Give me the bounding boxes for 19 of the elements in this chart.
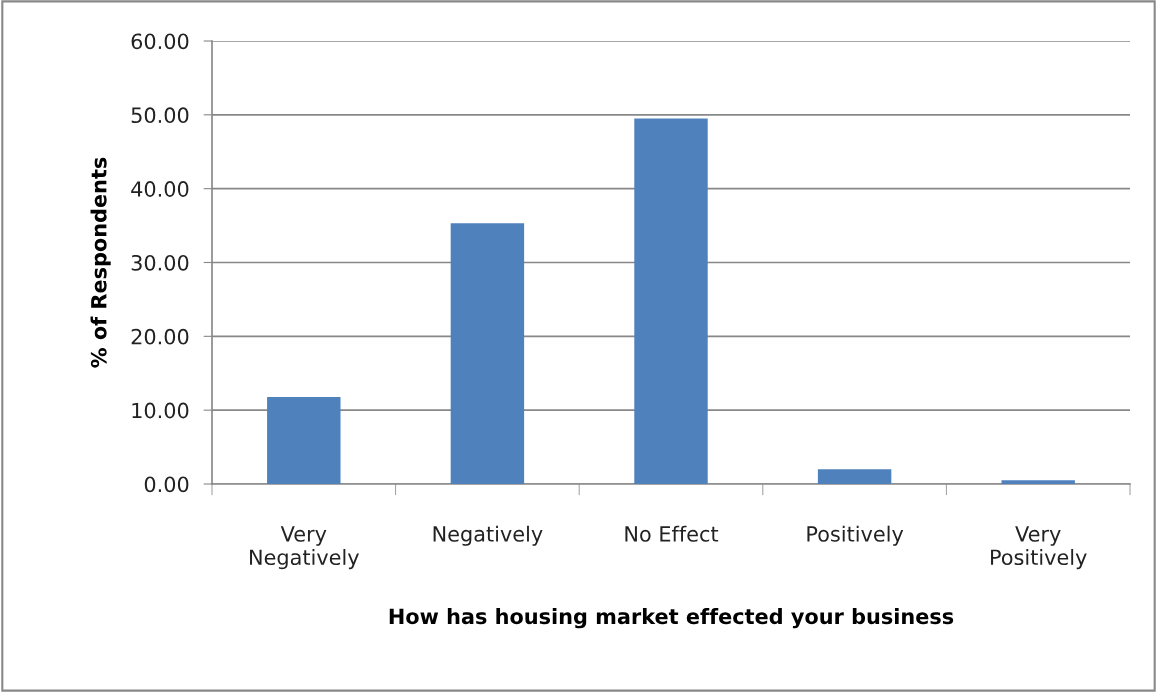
x-tick-label: Very Positively [991,526,1087,570]
y-tick-label: 30.00 [131,254,189,271]
x-tick-label: Very Negatively [250,526,359,570]
bar [267,396,341,484]
y-tick-label: 50.00 [131,107,189,124]
y-axis-title: % of Respondents [90,157,111,368]
bar [450,223,525,484]
bar [1001,480,1075,484]
x-tick-label: Positively [807,525,904,546]
y-tick-label: 10.00 [132,402,189,419]
y-tick-label: 60.00 [131,33,189,50]
y-tick-label: 20.00 [131,328,189,345]
x-tick-label: No Effect [625,525,719,542]
bar [817,469,892,484]
x-axis-title: How has housing market effected your business [389,608,954,629]
y-tick-label: 40.00 [131,181,189,197]
x-tick-label: Negatively [433,525,543,546]
bar [634,118,708,484]
y-tick-label: 0.00 [144,476,189,493]
